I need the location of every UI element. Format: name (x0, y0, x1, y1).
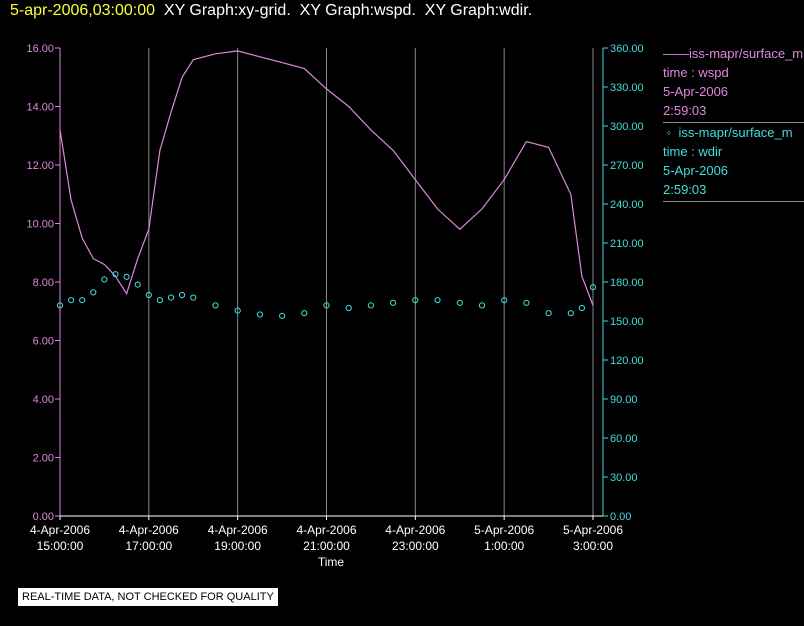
y-right-tick-label: 360.00 (610, 43, 644, 55)
title-graph-3: XY Graph:wdir. (424, 2, 533, 19)
y-left-tick-label: 8.00 (33, 277, 54, 289)
y-right-tick-label: 90.00 (610, 394, 638, 406)
legend-date: 5-Apr-2006 (663, 163, 729, 178)
legend-var: time : wspd (663, 65, 729, 80)
x-tick-label: 4-Apr-2006 (119, 523, 179, 537)
y-left-tick-label: 4.00 (33, 394, 54, 406)
wdir-point (79, 297, 86, 304)
legend-time: 2:59:03 (663, 182, 707, 197)
x-tick-label: 5-Apr-2006 (474, 523, 534, 537)
wdir-point (101, 276, 108, 283)
legend-entry-wspd: ——iss-mapr/surface_m time : wspd 5-Apr-2… (663, 44, 804, 120)
x-tick-label: 1:00:00 (484, 539, 524, 553)
legend-time: 2:59:03 (663, 103, 707, 118)
wdir-point (190, 294, 197, 301)
legend-divider (663, 122, 804, 123)
legend-series-name: iss-mapr/surface_m (689, 46, 804, 61)
x-tick-label: 23:00:00 (392, 539, 439, 553)
chart-axes: 4-Apr-2006 15:00:00 4-Apr-2006 17:00:00 4-Ap… (26, 43, 643, 553)
wdir-point (145, 291, 152, 299)
wdir-point (523, 299, 530, 306)
y-right-tick-label: 0.00 (610, 511, 631, 523)
wdir-point (68, 297, 75, 304)
quality-notice: REAL-TIME DATA, NOT CHECKED FOR QUALITY (18, 588, 278, 606)
wdir-point (256, 311, 263, 318)
legend-var: time : wdir (663, 144, 723, 159)
wdir-point (179, 291, 186, 299)
wdir-point (279, 312, 286, 319)
wdir-point (301, 310, 308, 317)
wdir-point (234, 307, 241, 314)
legend-date: 5-Apr-2006 (663, 84, 729, 99)
legend-divider (663, 201, 804, 202)
wdir-point (167, 294, 175, 301)
y-left-tick-label: 10.00 (26, 219, 54, 231)
x-tick-label: 15:00:00 (37, 539, 84, 553)
y-left-tick-label: 16.00 (26, 43, 54, 55)
legend-line-symbol: —— (663, 46, 689, 61)
wdir-point (589, 284, 597, 291)
wdir-point (456, 299, 463, 306)
title-timestamp: 5-apr-2006,03:00:00 (10, 2, 155, 19)
y-left-tick-label: 6.00 (33, 336, 54, 348)
x-tick-label: 5-Apr-2006 (563, 523, 623, 537)
wdir-point (412, 297, 419, 304)
wdir-point (567, 310, 574, 317)
wdir-point (345, 304, 352, 312)
x-tick-label: 4-Apr-2006 (385, 523, 445, 537)
x-tick-label: 17:00:00 (125, 539, 172, 553)
wdir-point (156, 297, 163, 304)
y-right-tick-label: 300.00 (610, 121, 644, 133)
wdir-point (112, 271, 119, 278)
title-graph-1: XY Graph:xy-grid. (163, 2, 291, 19)
y-right-tick-label: 30.00 (610, 472, 638, 484)
wdir-point (545, 310, 552, 317)
wdir-point (501, 297, 508, 304)
x-tick-label: 4-Apr-2006 (30, 523, 90, 537)
wspd-series (59, 50, 594, 306)
vertical-grid (59, 48, 594, 516)
y-right-tick-label: 330.00 (610, 82, 644, 94)
x-axis-label: Time (318, 555, 345, 569)
y-right-tick-label: 120.00 (610, 355, 644, 367)
y-right-tick-label: 60.00 (610, 433, 638, 445)
legend-circle-symbol: ◦ (663, 125, 679, 140)
wspd-line (59, 50, 594, 306)
wdir-point (134, 281, 141, 288)
y-left-tick-label: 12.00 (26, 160, 54, 172)
graph-title: 5-apr-2006,03:00:00 XY Graph:xy-grid. XY… (10, 2, 532, 20)
wdir-point (323, 302, 330, 309)
wdir-point (123, 273, 130, 280)
y-left-tick-label: 0.00 (33, 511, 54, 523)
wdir-series (56, 271, 597, 319)
y-right-tick-label: 240.00 (610, 199, 644, 211)
x-tick-label: 4-Apr-2006 (208, 523, 268, 537)
wdir-point (578, 304, 586, 312)
x-tick-label: 21:00:00 (303, 539, 350, 553)
wdir-point (212, 302, 219, 309)
legend-series-name: iss-mapr/surface_m (678, 125, 793, 140)
y-right-tick-label: 150.00 (610, 316, 644, 328)
y-right-tick-label: 210.00 (610, 238, 644, 250)
title-graph-2: XY Graph:wspd. (299, 2, 416, 19)
legend-entry-wdir: ◦ iss-mapr/surface_m time : wdir 5-Apr-2… (663, 123, 804, 199)
legend: ——iss-mapr/surface_m time : wspd 5-Apr-2… (663, 44, 804, 202)
y-left-tick-label: 2.00 (33, 453, 54, 465)
y-right-tick-label: 180.00 (610, 277, 644, 289)
wdir-point (90, 289, 97, 296)
wdir-point (478, 302, 486, 309)
x-tick-label: 4-Apr-2006 (296, 523, 356, 537)
wdir-point (434, 297, 441, 304)
wdir-point (367, 302, 374, 309)
wdir-point (390, 299, 397, 306)
y-right-tick-label: 270.00 (610, 160, 644, 172)
y-left-tick-label: 14.00 (26, 102, 54, 114)
x-tick-label: 19:00:00 (214, 539, 261, 553)
x-tick-label: 3:00:00 (573, 539, 613, 553)
